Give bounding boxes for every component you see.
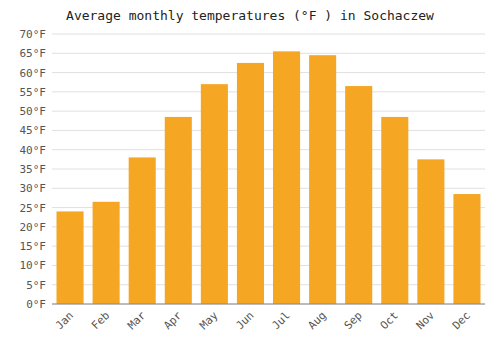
y-tick-label: 25°F (20, 202, 47, 215)
y-tick-label: 50°F (20, 105, 47, 118)
x-tick-label: Feb (89, 309, 112, 332)
y-tick-label: 20°F (20, 221, 47, 234)
grid-line (52, 130, 485, 131)
grid-line (52, 111, 485, 112)
grid-line (52, 72, 485, 73)
y-tick-label: 55°F (20, 86, 47, 99)
x-axis: Jan Feb Mar Apr May Jun Jul Aug Sep Oct Nov Dec (52, 304, 485, 332)
x-tick-label: Apr (161, 309, 185, 333)
chart-svg: Average monthly temperatures (°F ) in So… (0, 0, 500, 350)
y-tick-label: 40°F (20, 144, 47, 157)
y-tick-label: 35°F (20, 163, 47, 176)
x-tick-label: Dec (450, 309, 473, 332)
y-tick-label: 0°F (26, 298, 46, 311)
y-tick-label: 5°F (26, 279, 46, 292)
x-tick-label: Jan (53, 309, 76, 332)
bar (453, 194, 480, 304)
bar (381, 117, 408, 304)
grid-line (52, 34, 485, 35)
bars (57, 51, 481, 304)
bar (309, 55, 336, 304)
y-axis: 0°F 5°F 10°F 15°F 20°F 25°F 30°F 35°F 40°F 45°F 50… (20, 28, 47, 311)
bar (237, 63, 264, 304)
y-tick-label: 30°F (20, 182, 47, 195)
bar (57, 211, 84, 304)
bar (93, 202, 120, 304)
grid-line (52, 91, 485, 92)
grid-line (52, 149, 485, 150)
title: Average monthly temperatures (°F ) in So… (66, 8, 434, 23)
y-tick-label: 70°F (20, 28, 47, 41)
bar (129, 157, 156, 304)
x-tick-label: Jul (269, 309, 292, 332)
x-tick-label: Aug (306, 309, 329, 332)
x-axis-line (52, 304, 485, 305)
y-tick-label: 60°F (20, 67, 47, 80)
bar (345, 86, 372, 304)
y-tick-label: 15°F (20, 240, 47, 253)
bar (165, 117, 192, 304)
y-tick-label: 45°F (20, 124, 47, 137)
x-tick-label: Mar (125, 309, 149, 333)
x-tick-label: Nov (414, 309, 438, 333)
x-tick-label: May (197, 309, 221, 333)
bar (273, 51, 300, 304)
grid (52, 34, 485, 304)
x-tick-label: Sep (342, 309, 365, 332)
y-tick-label: 10°F (20, 259, 47, 272)
y-tick-label: 65°F (20, 47, 47, 60)
bar (417, 159, 444, 304)
chart-container: Average monthly temperatures (°F ) in So… (0, 0, 500, 350)
x-tick-label: Jun (233, 309, 256, 332)
grid-line (52, 304, 485, 305)
x-tick-label: Oct (378, 309, 401, 332)
grid-line (52, 53, 485, 54)
bar (201, 84, 228, 304)
